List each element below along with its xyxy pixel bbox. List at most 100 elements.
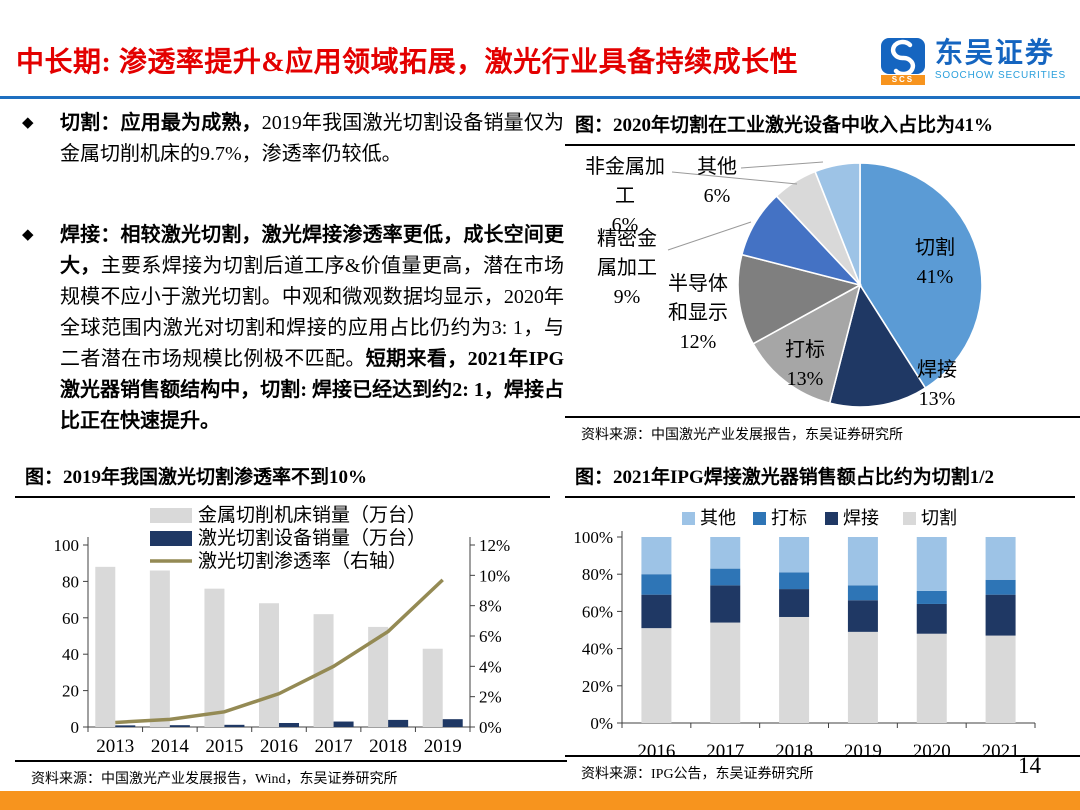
stacked-bar-segment [916,590,947,604]
pie-label: 精密金属加工 9% [597,227,657,308]
logo-swirl-icon [880,38,925,77]
stacked-bar-segment [779,572,810,590]
x-axis-year-label: 2013 [96,736,134,757]
legend-swatch [150,531,192,546]
stacked-bar-segment [710,585,741,623]
x-axis-year-label: 2014 [151,736,190,757]
pie-slice [814,162,861,286]
bar [333,721,354,727]
left-axis-tick-label: 60 [62,609,79,628]
right-axis-tick-label: 10% [479,566,510,585]
bullet-welding-text: 焊接：相较激光切割，激光焊接渗透率更低，成长空间更大，主要系焊接为切割后道工序&… [60,224,565,432]
page-number: 14 [1018,753,1041,778]
y-axis-tick-label: 40% [582,640,613,659]
bar [442,719,463,727]
bullet-cutting: ◆ 切割：应用最为成熟，2019年我国激光切割设备销量仅为金属切削机床的9.7%… [22,108,564,170]
stacked-bar-segment [985,579,1016,595]
pie-chart-source: 资料来源：中国激光产业发展报告，东吴证券研究所 [565,416,1080,444]
pie-leader-line [671,171,798,185]
legend-label: 切割 [921,508,957,528]
legend-swatch [825,512,838,525]
legend-swatch [903,512,916,525]
legend-label: 激光切割渗透率（右轴） [198,550,407,572]
right-axis-tick-label: 6% [479,627,502,646]
stacked-bar-segment [985,537,1016,580]
stacked-bar-segment [641,537,672,575]
stacked-bar-segment [847,600,878,632]
logo-subtitle-text: SOOCHOW SECURITIES [934,70,1066,81]
left-axis-tick-label: 40 [62,645,79,664]
stacked-bar-segment [779,589,810,617]
pie-chart: 切割 41% 焊接 13% 打标 13% 半导体和显示 12%精密金属加工 9%非金属加工 6% 其… [585,155,983,410]
bar [169,725,190,727]
left-axis-tick-label: 100 [54,536,80,555]
right-axis-tick-label: 2% [479,688,502,707]
left-axis-tick-label: 80 [62,572,79,591]
bar [204,588,225,727]
x-axis-year-label: 2019 [424,736,462,757]
combo-bar-line-chart: 0 20 40 60 80 100 0% 2% 4% 6% 8% 10% 12% 2013 2014 2015… [54,504,511,757]
pie-slice [737,253,863,345]
stacked-bar-segment [916,537,947,591]
stacked-bar-segment [641,594,672,629]
pie-label: 焊接 13% [917,358,957,410]
pie-slice [828,283,927,408]
left-axis-tick-label: 0 [71,718,80,737]
stacked-bar-segment [779,616,810,723]
x-axis-year-label: 2015 [205,736,243,757]
pie-slice [752,283,862,405]
bar [368,626,389,727]
bar [115,725,136,727]
y-axis-tick-label: 0% [590,714,613,733]
header-divider [0,96,1080,99]
footer-orange-bar [0,791,1080,810]
right-axis-tick-label: 0% [479,718,502,737]
bar [259,603,279,727]
legend-label: 金属切削机床销量（万台） [198,504,426,526]
right-axis-tick-label: 4% [479,657,502,676]
right-axis-tick-label: 12% [479,536,510,555]
pie-label: 非金属加工 6% [585,155,665,236]
stacked-bar-segment [641,574,672,595]
stacked-bar-segment [847,585,878,601]
legend-swatch [150,508,192,523]
pie-label: 其他 6% [697,155,737,207]
y-axis-tick-label: 20% [582,677,613,696]
bar [149,570,170,727]
stacked-chart-title: 图：2021年IPG焊接激光器销售额占比约为切割1/2 [565,460,1075,498]
legend-label: 其他 [700,508,736,528]
stacked-chart-source: 资料来源：IPG公告，东吴证券研究所 [565,755,1080,783]
y-axis-tick-label: 60% [582,602,613,621]
stacked-bar-chart: 0%20%40%60%80%100%2016 2017 2018 2019 2020 20… [573,508,1036,762]
stacked-bar-segment [847,537,878,586]
bullet-cutting-text: 切割：应用最为成熟，2019年我国激光切割设备销量仅为金属切削机床的9.7%，渗… [60,112,565,165]
x-axis-year-label: 2016 [260,736,298,757]
x-axis-year-label: 2017 [315,736,353,757]
logo-brand-text: 东吴证券 [934,37,1055,68]
stacked-bar-segment [985,635,1016,723]
bar [422,648,443,727]
combo-chart-source: 资料来源：中国激光产业发展报告，Wind，东吴证券研究所 [15,760,567,788]
stacked-bar-segment [710,622,741,723]
pie-label: 打标 13% [785,338,825,390]
bar [224,724,245,727]
combo-chart-title: 图：2019年我国激光切割渗透率不到10% [15,460,550,498]
pie-label: 半导体和显示 12% [668,272,728,353]
stacked-bar-segment [847,631,878,723]
stacked-bar-segment [779,537,810,573]
right-axis-tick-label: 8% [479,597,502,616]
stacked-bar-segment [710,537,741,569]
bar [95,566,116,727]
y-axis-tick-label: 80% [582,565,613,584]
bar [388,719,409,727]
bullet-welding: ◆ 焊接：相较激光切割，激光焊接渗透率更低，成长空间更大，主要系焊接为切割后道工… [22,220,564,437]
legend-swatch [753,512,766,525]
soochow-logo-icon: SCS [880,38,927,85]
legend-swatch [682,512,695,525]
x-axis-year-label: 2018 [369,736,407,757]
stacked-bar-segment [916,603,947,634]
y-axis-tick-label: 100% [573,528,613,547]
pie-leader-line [667,221,752,251]
stacked-bar-segment [710,568,741,586]
bullet-diamond-icon: ◆ [22,115,34,131]
